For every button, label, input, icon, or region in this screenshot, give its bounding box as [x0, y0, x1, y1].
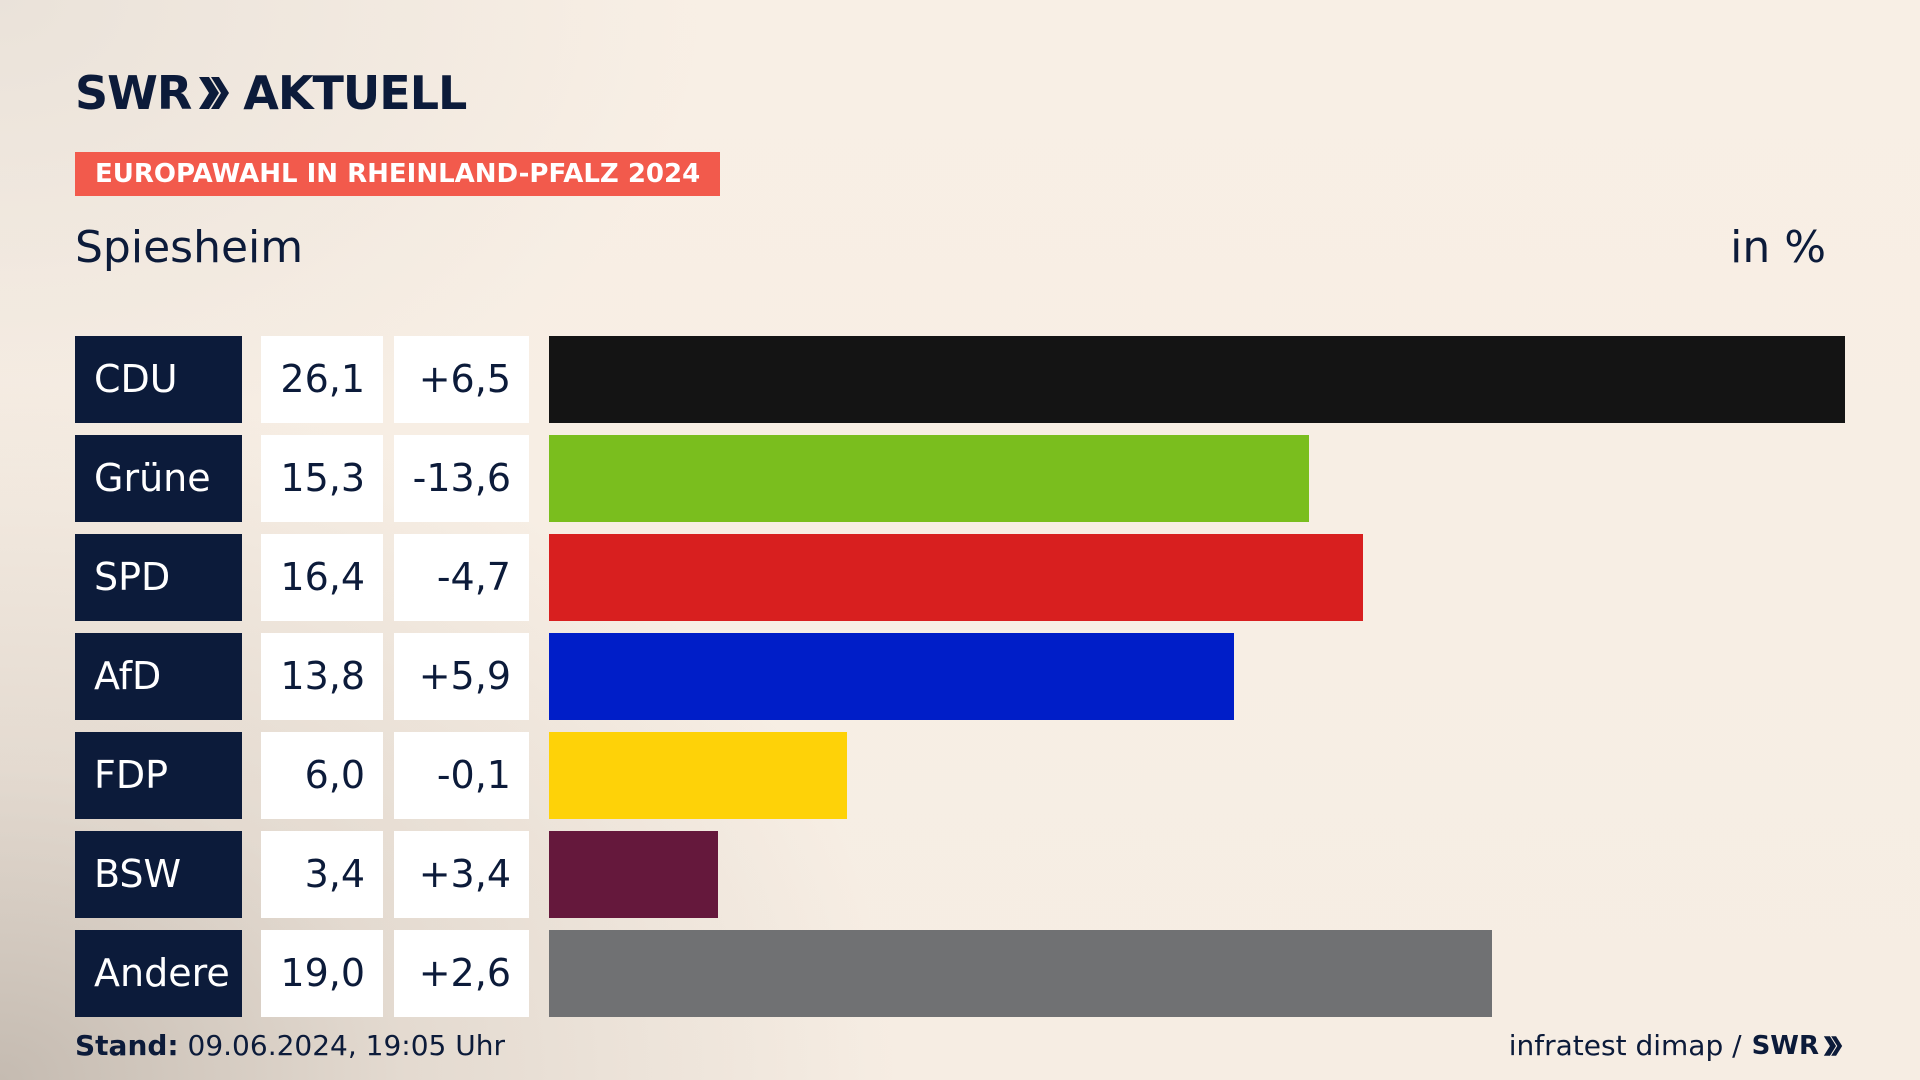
bar-fdp [549, 732, 847, 819]
bar-gr-ne [549, 435, 1309, 522]
swr-mini-logo: SWR [1752, 1028, 1844, 1064]
bar-row: Grüne 15,3 -13,6 [75, 435, 1845, 522]
stand-value: 09.06.2024, 19:05 Uhr [187, 1029, 505, 1062]
unit-label: in % [1730, 222, 1826, 273]
timestamp: Stand: 09.06.2024, 19:05 Uhr [75, 1028, 505, 1064]
bar-row: CDU 26,1 +6,5 [75, 336, 1845, 423]
change-label: +3,4 [394, 831, 529, 918]
party-label: BSW [75, 831, 242, 918]
change-label: -13,6 [394, 435, 529, 522]
bar-spd [549, 534, 1363, 621]
party-label: AfD [75, 633, 242, 720]
change-label: -4,7 [394, 534, 529, 621]
party-label: FDP [75, 732, 242, 819]
value-label: 6,0 [261, 732, 383, 819]
party-label: Andere [75, 930, 242, 1017]
bar-row: SPD 16,4 -4,7 [75, 534, 1845, 621]
bar-row: Andere 19,0 +2,6 [75, 930, 1845, 1017]
bar-row: AfD 13,8 +5,9 [75, 633, 1845, 720]
bar-cdu [549, 336, 1845, 423]
value-label: 13,8 [261, 633, 383, 720]
value-label: 16,4 [261, 534, 383, 621]
logo-swr-text: SWR [75, 66, 192, 120]
change-label: +5,9 [394, 633, 529, 720]
value-label: 3,4 [261, 831, 383, 918]
stand-label: Stand: [75, 1029, 179, 1062]
election-banner: EUROPAWAHL IN RHEINLAND-PFALZ 2024 [75, 152, 721, 196]
change-label: -0,1 [394, 732, 529, 819]
bar-row: FDP 6,0 -0,1 [75, 732, 1845, 819]
party-label: Grüne [75, 435, 242, 522]
change-label: +6,5 [394, 336, 529, 423]
bar-row: BSW 3,4 +3,4 [75, 831, 1845, 918]
source-credit: infratest dimap / SWR [1509, 1028, 1844, 1064]
bar-andere [549, 930, 1492, 1017]
mini-double-chevron-icon [1823, 1036, 1843, 1056]
party-label: SPD [75, 534, 242, 621]
bar-afd [549, 633, 1234, 720]
source-text: infratest dimap / [1508, 1029, 1742, 1062]
party-label: CDU [75, 336, 242, 423]
double-chevron-icon [199, 77, 230, 109]
value-label: 15,3 [261, 435, 383, 522]
mini-logo-text: SWR [1751, 1031, 1819, 1061]
bar-bsw [549, 831, 718, 918]
value-label: 26,1 [261, 336, 383, 423]
logo-aktuell-text: AKTUELL [243, 66, 467, 120]
chart-title: Spiesheim [75, 222, 304, 273]
swr-aktuell-logo: SWR AKTUELL [75, 66, 467, 120]
value-label: 19,0 [261, 930, 383, 1017]
change-label: +2,6 [394, 930, 529, 1017]
